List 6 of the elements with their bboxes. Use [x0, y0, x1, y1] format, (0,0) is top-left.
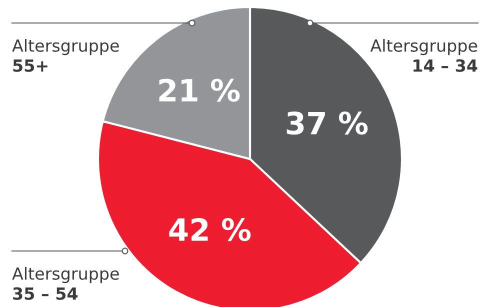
slice-label: Altersgruppe 14 – 34	[370, 39, 478, 72]
data-label: 37 %	[286, 112, 368, 135]
data-label: 42 %	[169, 218, 251, 242]
slice-label: Altersgruppe 35 – 54	[12, 267, 119, 300]
slice-label: Altersgruppe 55+	[12, 39, 119, 72]
data-label: 21 %	[159, 78, 240, 102]
